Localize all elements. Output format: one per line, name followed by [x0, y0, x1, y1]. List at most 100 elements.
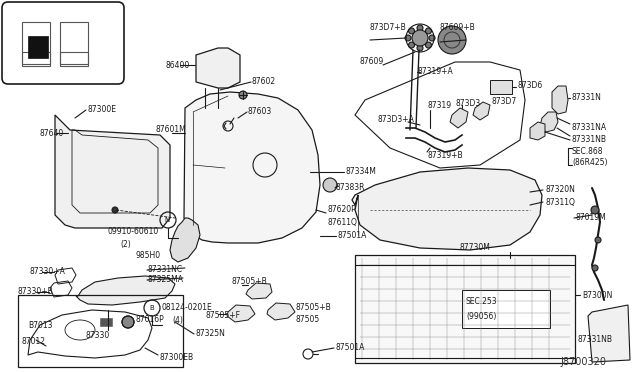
- Circle shape: [239, 91, 247, 99]
- Text: B: B: [150, 305, 154, 311]
- Text: J8700320: J8700320: [560, 357, 606, 367]
- Text: 86400: 86400: [166, 61, 190, 70]
- Text: 87319+A: 87319+A: [418, 67, 454, 77]
- Circle shape: [323, 178, 337, 192]
- Text: 87611Q: 87611Q: [328, 218, 358, 227]
- Text: 87300EB: 87300EB: [160, 353, 194, 362]
- Text: 87012: 87012: [22, 337, 46, 346]
- Text: 87330: 87330: [85, 330, 109, 340]
- Polygon shape: [246, 283, 272, 299]
- Text: 87016P: 87016P: [136, 315, 164, 324]
- FancyBboxPatch shape: [2, 2, 124, 84]
- Circle shape: [417, 25, 423, 31]
- Text: 87311Q: 87311Q: [545, 198, 575, 206]
- Circle shape: [408, 28, 415, 34]
- Bar: [22, 22, 50, 64]
- Text: 87620P: 87620P: [328, 205, 356, 215]
- Text: SEC.253: SEC.253: [466, 298, 498, 307]
- Polygon shape: [588, 305, 630, 362]
- Text: 87601M: 87601M: [155, 125, 186, 135]
- Polygon shape: [55, 115, 170, 228]
- Polygon shape: [267, 303, 295, 320]
- Bar: [60, 52, 88, 66]
- Text: 87331NC: 87331NC: [148, 266, 183, 275]
- Text: 873D3: 873D3: [455, 99, 480, 108]
- Text: 87505: 87505: [295, 315, 319, 324]
- Circle shape: [591, 206, 599, 214]
- Text: 87603: 87603: [248, 108, 272, 116]
- Text: 87383R: 87383R: [335, 183, 365, 192]
- Text: 87609: 87609: [360, 58, 384, 67]
- Circle shape: [429, 35, 435, 41]
- Circle shape: [412, 30, 428, 46]
- Text: 87505+F: 87505+F: [206, 311, 241, 321]
- Text: 87640: 87640: [40, 128, 64, 138]
- Text: 87334M: 87334M: [345, 167, 376, 176]
- Text: 87300E: 87300E: [88, 106, 117, 115]
- Text: 08124-0201E: 08124-0201E: [162, 304, 212, 312]
- Text: 87319: 87319: [428, 102, 452, 110]
- Text: N: N: [164, 217, 170, 223]
- Text: B7300N: B7300N: [582, 291, 612, 299]
- Text: 87331NB: 87331NB: [572, 135, 607, 144]
- Bar: [28, 36, 48, 58]
- Text: 87331N: 87331N: [572, 93, 602, 103]
- Text: (4): (4): [172, 315, 183, 324]
- Text: 87501A: 87501A: [335, 343, 364, 353]
- Text: 87019M: 87019M: [575, 214, 605, 222]
- Text: 873D7: 873D7: [492, 97, 517, 106]
- Polygon shape: [473, 102, 490, 120]
- Text: 87505+B: 87505+B: [295, 304, 331, 312]
- Text: SEC.868: SEC.868: [572, 148, 604, 157]
- Bar: [18, 295, 183, 367]
- Bar: [355, 255, 575, 363]
- Text: (99056): (99056): [466, 311, 497, 321]
- Bar: [462, 290, 550, 328]
- Polygon shape: [184, 92, 320, 243]
- Bar: [60, 22, 88, 64]
- Text: 87505+B: 87505+B: [232, 278, 268, 286]
- Text: 87320N: 87320N: [545, 186, 575, 195]
- Text: 87602: 87602: [252, 77, 276, 87]
- Circle shape: [438, 26, 466, 54]
- Bar: [22, 52, 50, 66]
- Text: 09910-60610: 09910-60610: [108, 228, 159, 237]
- Circle shape: [112, 207, 118, 213]
- Text: 87319+B: 87319+B: [428, 151, 463, 160]
- Polygon shape: [196, 48, 240, 88]
- Text: 873D6: 873D6: [518, 80, 543, 90]
- Circle shape: [426, 28, 431, 34]
- Text: 87331NA: 87331NA: [572, 124, 607, 132]
- Text: 87331NB: 87331NB: [578, 336, 613, 344]
- Circle shape: [405, 35, 411, 41]
- Text: 87730M: 87730M: [460, 244, 491, 253]
- Text: 87501A: 87501A: [338, 231, 367, 241]
- Polygon shape: [540, 112, 558, 132]
- Circle shape: [417, 45, 423, 51]
- Bar: [100, 318, 112, 326]
- Text: 87609+B: 87609+B: [440, 23, 476, 32]
- Polygon shape: [170, 218, 200, 262]
- Text: 873D7+B: 873D7+B: [370, 23, 407, 32]
- Text: 87330+B: 87330+B: [18, 288, 54, 296]
- Circle shape: [595, 237, 601, 243]
- Circle shape: [122, 316, 134, 328]
- Circle shape: [592, 265, 598, 271]
- Polygon shape: [552, 86, 568, 114]
- Text: (86R425): (86R425): [572, 158, 607, 167]
- Text: 87325MA: 87325MA: [148, 276, 184, 285]
- Polygon shape: [227, 305, 255, 322]
- Text: 87325N: 87325N: [196, 330, 226, 339]
- Bar: [490, 80, 512, 94]
- Polygon shape: [450, 108, 468, 128]
- Circle shape: [426, 42, 431, 48]
- Text: 87330+A: 87330+A: [30, 267, 66, 276]
- Text: 873D3+A: 873D3+A: [378, 115, 415, 125]
- Polygon shape: [352, 168, 542, 250]
- Circle shape: [408, 42, 415, 48]
- Polygon shape: [76, 276, 175, 305]
- Polygon shape: [530, 122, 545, 140]
- Text: 985H0: 985H0: [136, 250, 161, 260]
- Text: (2): (2): [120, 240, 131, 248]
- Text: B7013: B7013: [28, 321, 52, 330]
